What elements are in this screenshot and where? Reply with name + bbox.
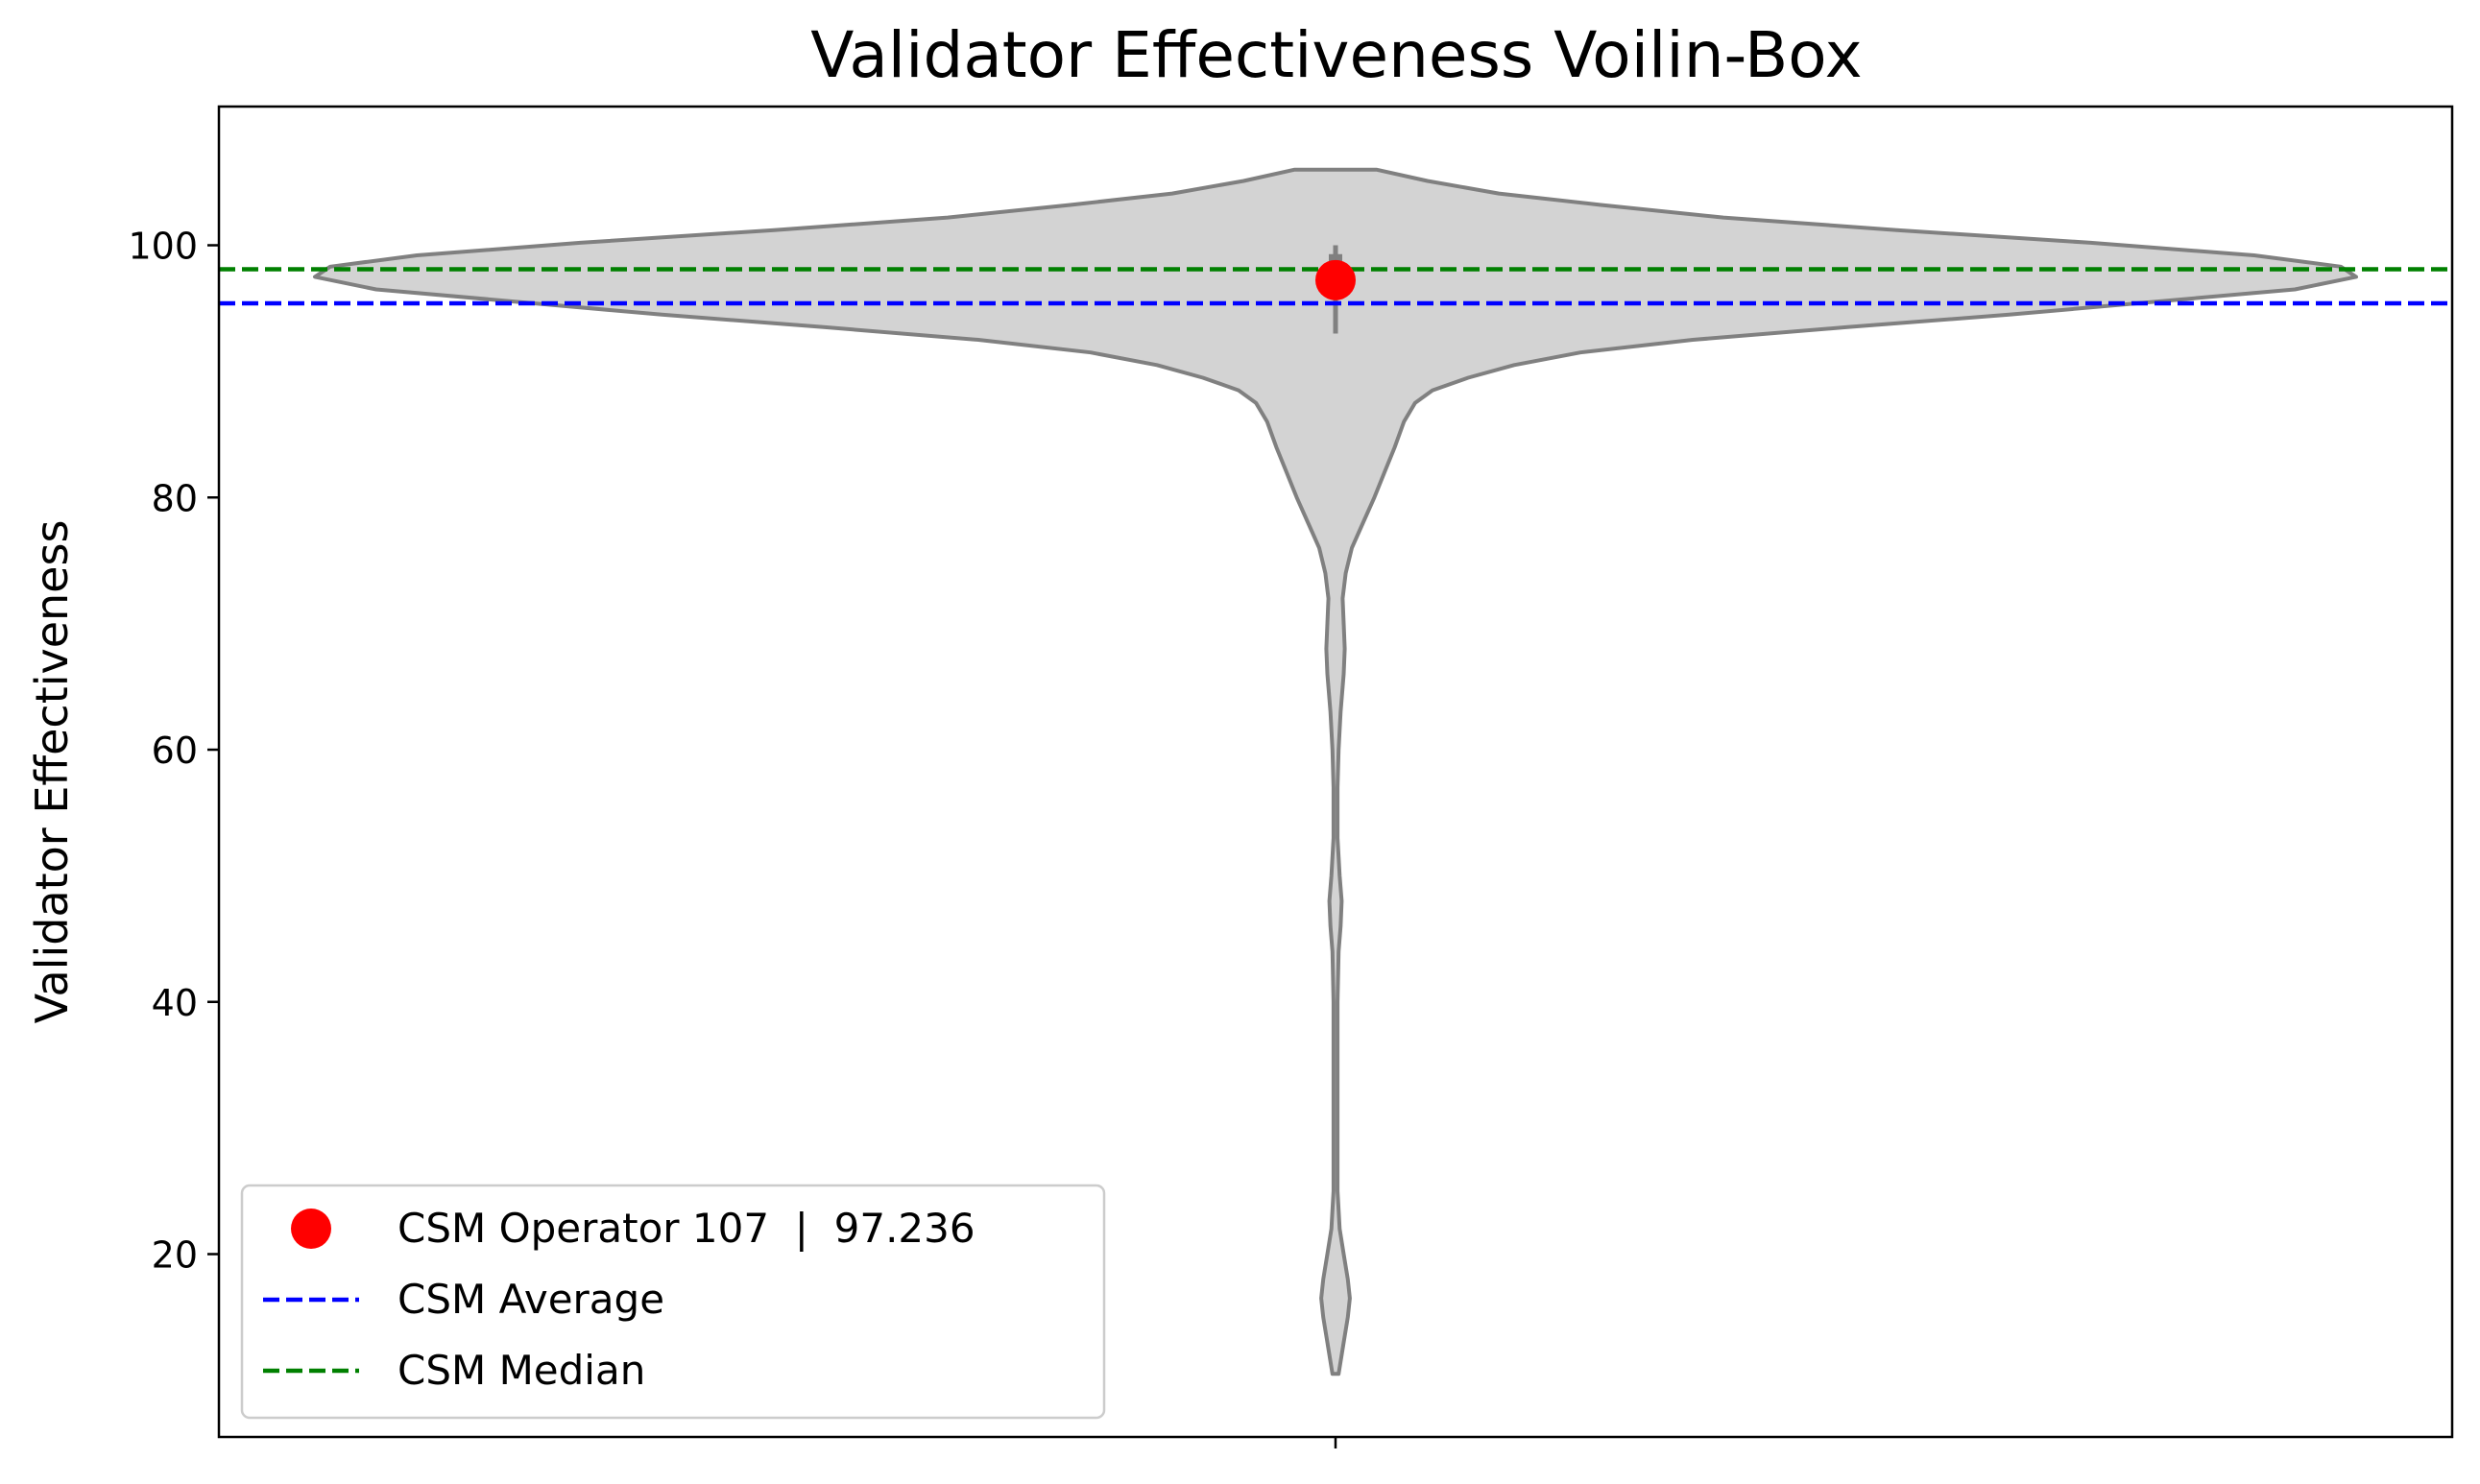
y-tick-label: 40: [152, 982, 198, 1024]
legend-label: CSM Average: [397, 1276, 664, 1323]
legend-box: [240, 1184, 1106, 1420]
violin-body: [313, 167, 2358, 1376]
plot-area: [219, 167, 2452, 1376]
legend-label: CSM Median: [397, 1347, 645, 1394]
legend-label: CSM Operator 107 | 97.236: [397, 1205, 975, 1252]
legend-marker: [291, 1209, 331, 1249]
y-tick-label: 80: [152, 477, 198, 519]
legend: CSM Operator 107 | 97.236 CSM Average CSM …: [240, 1184, 1106, 1420]
operator-point: [1315, 259, 1356, 300]
y-tick-label: 100: [128, 226, 198, 268]
chart-title: Validator Effectiveness Voilin-Box: [810, 18, 1862, 92]
y-tick-label: 20: [152, 1234, 198, 1277]
y-tick-label: 60: [152, 730, 198, 772]
y-axis-label: Validator Effectiveness: [26, 520, 78, 1024]
